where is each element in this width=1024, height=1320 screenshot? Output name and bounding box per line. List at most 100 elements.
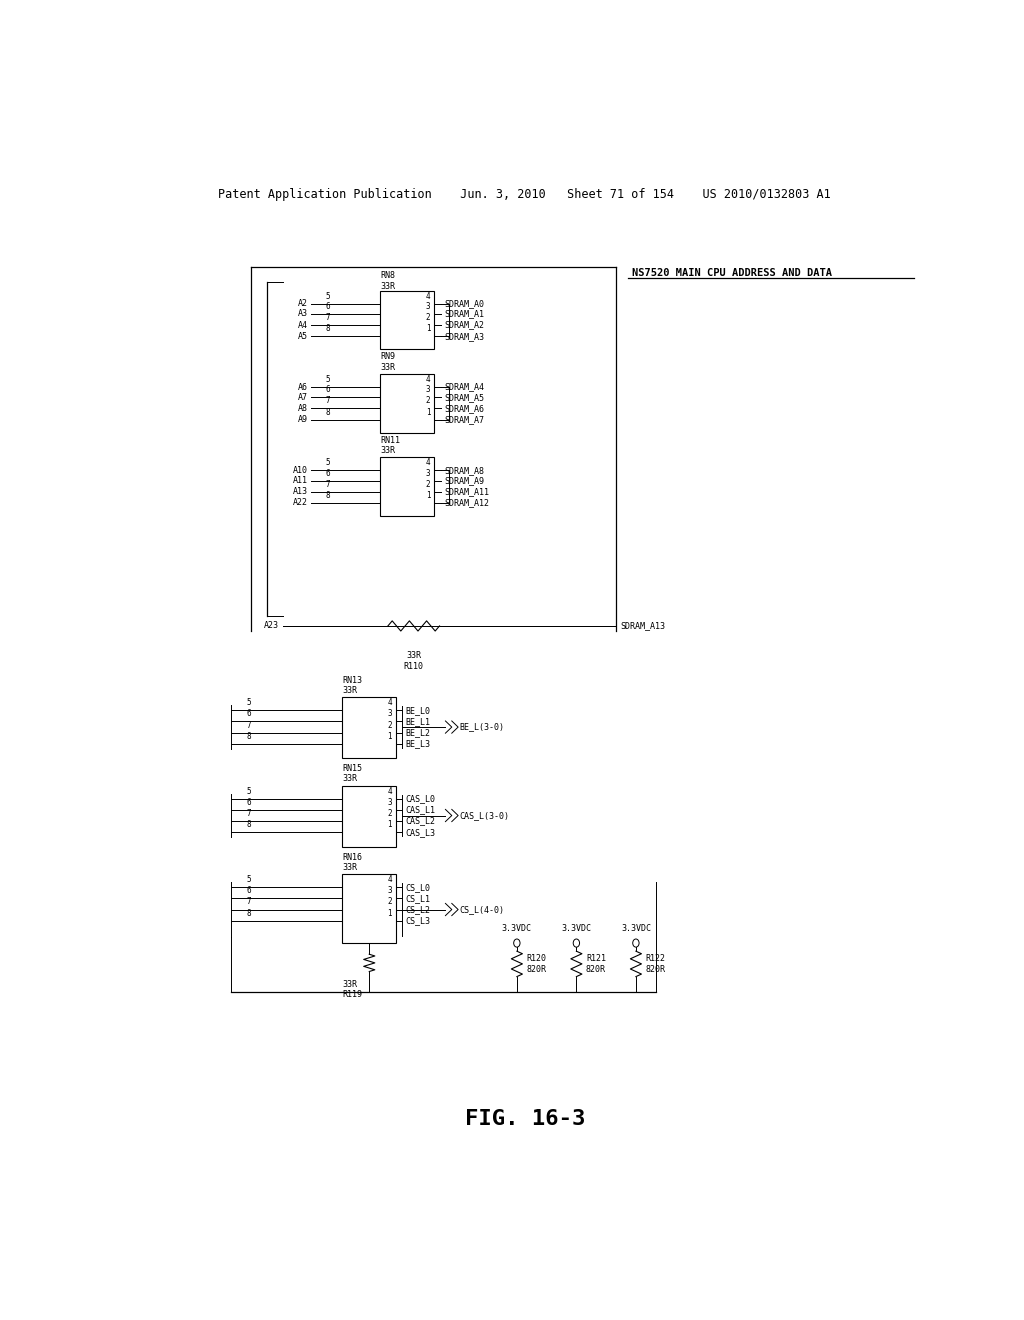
Text: SDRAM_A4: SDRAM_A4 bbox=[444, 383, 484, 392]
Text: 7: 7 bbox=[247, 809, 251, 818]
Text: 8: 8 bbox=[247, 731, 251, 741]
Text: 2: 2 bbox=[387, 809, 392, 818]
Text: 5: 5 bbox=[326, 292, 331, 301]
Text: CAS_L(3-0): CAS_L(3-0) bbox=[460, 810, 509, 820]
Text: BE_L0: BE_L0 bbox=[404, 706, 430, 715]
Text: Patent Application Publication    Jun. 3, 2010   Sheet 71 of 154    US 2010/0132: Patent Application Publication Jun. 3, 2… bbox=[218, 189, 831, 202]
Text: A2: A2 bbox=[298, 300, 308, 309]
Text: 1: 1 bbox=[387, 820, 392, 829]
Text: R122
820R: R122 820R bbox=[645, 954, 666, 974]
Text: 2: 2 bbox=[426, 479, 430, 488]
Text: 4: 4 bbox=[387, 787, 392, 796]
Text: 8: 8 bbox=[326, 491, 331, 500]
Text: 33R
R119: 33R R119 bbox=[342, 979, 362, 999]
Text: 4: 4 bbox=[426, 375, 430, 384]
Text: 5: 5 bbox=[326, 458, 331, 467]
Text: SDRAM_A8: SDRAM_A8 bbox=[444, 466, 484, 475]
Text: 3.3VDC: 3.3VDC bbox=[502, 924, 531, 933]
Bar bbox=[342, 785, 396, 846]
Text: 8: 8 bbox=[247, 820, 251, 829]
Text: SDRAM_A0: SDRAM_A0 bbox=[444, 300, 484, 309]
Text: 3: 3 bbox=[426, 385, 430, 395]
Text: CS_L1: CS_L1 bbox=[404, 894, 430, 903]
Text: R120
820R: R120 820R bbox=[526, 954, 547, 974]
Text: SDRAM_A11: SDRAM_A11 bbox=[444, 487, 489, 496]
Text: 3: 3 bbox=[387, 709, 392, 718]
Text: RN8
33R: RN8 33R bbox=[380, 271, 395, 290]
Text: SDRAM_A9: SDRAM_A9 bbox=[444, 477, 484, 484]
Text: A22: A22 bbox=[293, 499, 308, 507]
Text: 3: 3 bbox=[387, 886, 392, 895]
Bar bbox=[342, 874, 396, 942]
Text: NS7520 MAIN CPU ADDRESS AND DATA: NS7520 MAIN CPU ADDRESS AND DATA bbox=[632, 268, 831, 279]
Bar bbox=[380, 457, 434, 516]
Text: A8: A8 bbox=[298, 404, 308, 413]
Text: 2: 2 bbox=[426, 313, 430, 322]
Text: RN11
33R: RN11 33R bbox=[380, 436, 400, 455]
Text: SDRAM_A5: SDRAM_A5 bbox=[444, 393, 484, 401]
Text: 4: 4 bbox=[426, 458, 430, 467]
Text: 7: 7 bbox=[326, 396, 331, 405]
Text: 2: 2 bbox=[387, 721, 392, 730]
Text: A3: A3 bbox=[298, 309, 308, 318]
Text: A7: A7 bbox=[298, 393, 308, 401]
Text: 6: 6 bbox=[326, 385, 331, 395]
Text: SDRAM_A12: SDRAM_A12 bbox=[444, 499, 489, 507]
Text: 33R
R110: 33R R110 bbox=[403, 651, 424, 671]
Text: A13: A13 bbox=[293, 487, 308, 496]
Text: SDRAM_A3: SDRAM_A3 bbox=[444, 331, 484, 341]
Text: SDRAM_A6: SDRAM_A6 bbox=[444, 404, 484, 413]
Text: 5: 5 bbox=[247, 698, 251, 708]
Text: BE_L(3-0): BE_L(3-0) bbox=[460, 722, 505, 731]
Text: BE_L3: BE_L3 bbox=[404, 739, 430, 748]
Text: 4: 4 bbox=[387, 875, 392, 884]
Text: CAS_L2: CAS_L2 bbox=[404, 817, 435, 825]
Text: 2: 2 bbox=[387, 898, 392, 907]
Text: RN13
33R: RN13 33R bbox=[342, 676, 362, 696]
Text: 4: 4 bbox=[426, 292, 430, 301]
Text: 2: 2 bbox=[426, 396, 430, 405]
Text: 7: 7 bbox=[247, 898, 251, 907]
Text: 4: 4 bbox=[387, 698, 392, 708]
Text: BE_L2: BE_L2 bbox=[404, 729, 430, 737]
Text: 6: 6 bbox=[247, 709, 251, 718]
Text: 6: 6 bbox=[247, 797, 251, 807]
Text: A4: A4 bbox=[298, 321, 308, 330]
Text: 6: 6 bbox=[247, 886, 251, 895]
Text: RN15
33R: RN15 33R bbox=[342, 764, 362, 784]
Text: 1: 1 bbox=[426, 491, 430, 500]
Bar bbox=[342, 697, 396, 758]
Text: 3: 3 bbox=[426, 302, 430, 312]
Text: SDRAM_A2: SDRAM_A2 bbox=[444, 321, 484, 330]
Text: 5: 5 bbox=[247, 875, 251, 884]
Text: 7: 7 bbox=[326, 313, 331, 322]
Text: BE_L1: BE_L1 bbox=[404, 717, 430, 726]
Text: SDRAM_A7: SDRAM_A7 bbox=[444, 414, 484, 424]
Text: 5: 5 bbox=[247, 787, 251, 796]
Text: 3.3VDC: 3.3VDC bbox=[621, 924, 651, 933]
Text: A10: A10 bbox=[293, 466, 308, 475]
Text: CS_L2: CS_L2 bbox=[404, 906, 430, 913]
Text: 6: 6 bbox=[326, 302, 331, 312]
Bar bbox=[380, 290, 434, 350]
Text: 8: 8 bbox=[247, 908, 251, 917]
Text: A5: A5 bbox=[298, 331, 308, 341]
Text: RN9
33R: RN9 33R bbox=[380, 352, 395, 372]
Text: RN16
33R: RN16 33R bbox=[342, 853, 362, 873]
Text: CAS_L0: CAS_L0 bbox=[404, 795, 435, 804]
Text: 1: 1 bbox=[387, 908, 392, 917]
Text: 7: 7 bbox=[247, 721, 251, 730]
Text: 7: 7 bbox=[326, 479, 331, 488]
Text: 3.3VDC: 3.3VDC bbox=[561, 924, 592, 933]
Text: 8: 8 bbox=[326, 408, 331, 417]
Text: SDRAM_A1: SDRAM_A1 bbox=[444, 309, 484, 318]
Text: A11: A11 bbox=[293, 477, 308, 484]
Text: 3: 3 bbox=[426, 469, 430, 478]
Text: 8: 8 bbox=[326, 325, 331, 333]
Bar bbox=[380, 374, 434, 433]
Text: 6: 6 bbox=[326, 469, 331, 478]
Text: CAS_L1: CAS_L1 bbox=[404, 805, 435, 814]
Text: 3: 3 bbox=[387, 797, 392, 807]
Text: FIG. 16-3: FIG. 16-3 bbox=[465, 1109, 585, 1129]
Text: R121
820R: R121 820R bbox=[586, 954, 606, 974]
